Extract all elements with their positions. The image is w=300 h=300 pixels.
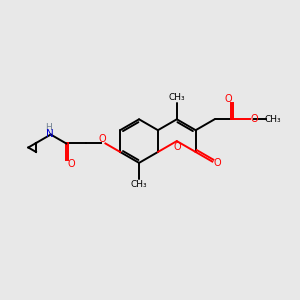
Text: CH₃: CH₃ [131,180,147,189]
Text: O: O [213,158,221,168]
Text: O: O [68,159,75,170]
Text: CH₃: CH₃ [169,94,185,103]
Text: CH₃: CH₃ [264,115,281,124]
Text: O: O [224,94,232,104]
Text: O: O [99,134,106,143]
Text: O: O [250,114,258,124]
Text: N: N [46,129,54,139]
Text: O: O [174,142,182,152]
Text: H: H [45,123,52,132]
